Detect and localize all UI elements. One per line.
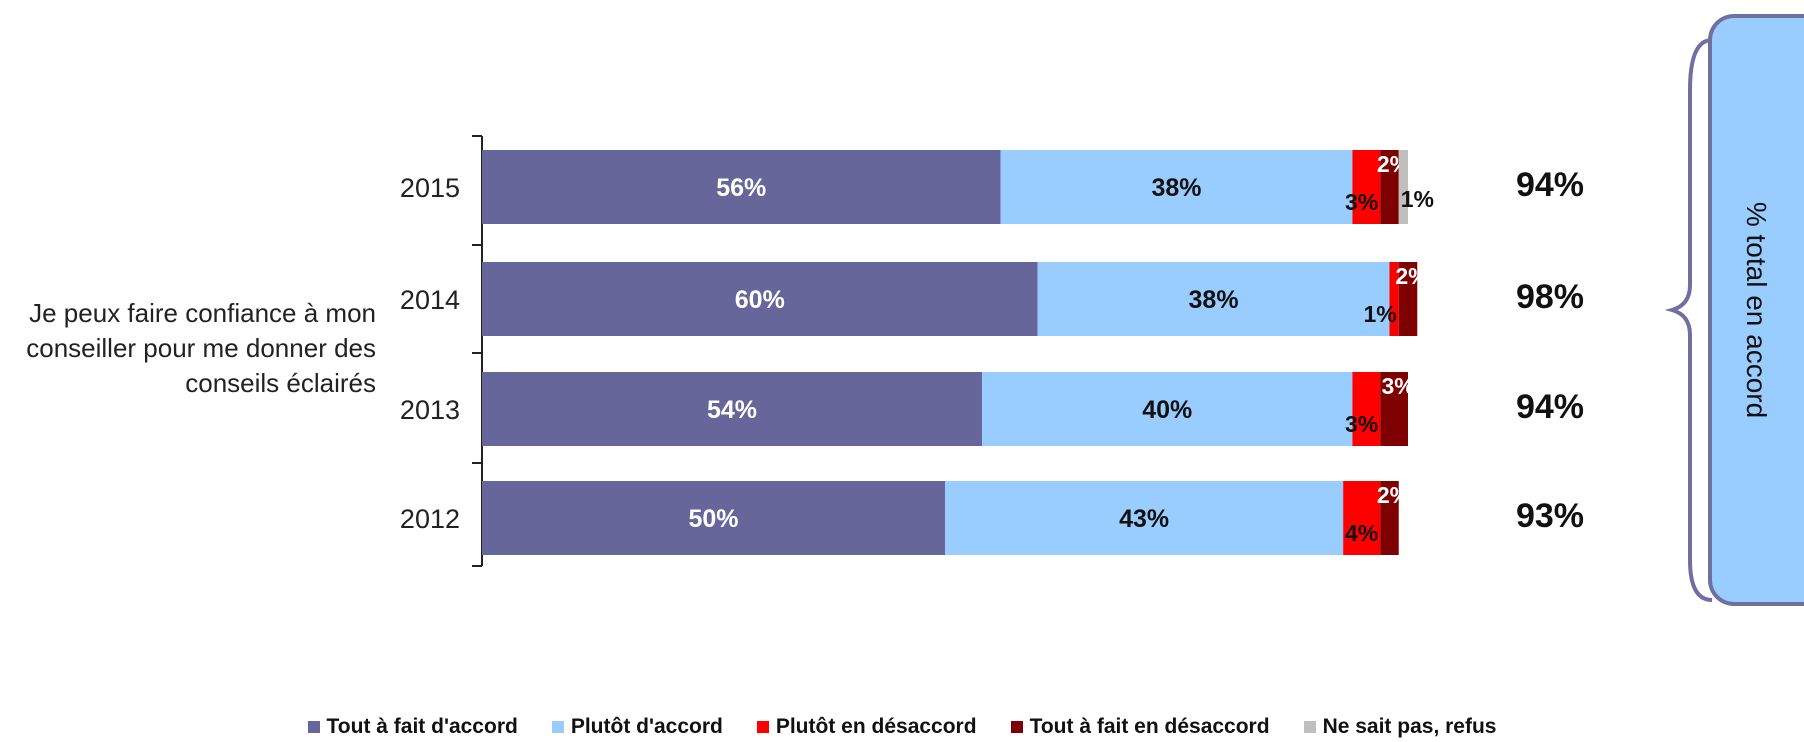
legend-swatch: [1010, 721, 1023, 733]
category-label-2013: 2013: [400, 395, 460, 425]
data-label-tout-a-fait-d-accord-2012: 50%: [688, 505, 738, 533]
legend-item-plutot-en-desaccord: Plutôt en désaccord: [756, 715, 977, 739]
data-label-tout-a-fait-en-desaccord-2013: 3%: [1381, 373, 1414, 399]
data-label-tout-a-fait-d-accord-2014: 60%: [735, 286, 785, 314]
bar-tout-a-fait-en-desaccord-2012: [1380, 481, 1399, 555]
bar-tout-a-fait-en-desaccord-2015: [1380, 150, 1399, 224]
total-agreement-2015: 94%: [1515, 166, 1585, 204]
data-label-tout-a-fait-en-desaccord-2012: 2%: [1377, 482, 1410, 508]
legend-label: Plutôt en désaccord: [775, 715, 977, 738]
total-agreement-2012: 93%: [1515, 497, 1585, 535]
legend-swatch: [1303, 721, 1316, 733]
bar-tout-a-fait-d-accord-2015: [482, 150, 1001, 224]
bar-plutot-d-accord-2012: [945, 481, 1344, 555]
bar-plutot-en-desaccord-2013: [1352, 372, 1381, 446]
bar-plutot-en-desaccord-2015: [1352, 150, 1381, 224]
bar-tout-a-fait-d-accord-2014: [482, 262, 1038, 336]
category-label-2012: 2012: [400, 504, 460, 534]
total-agreement-panel: [1708, 14, 1804, 606]
brace-shape: [1664, 38, 1713, 602]
data-label-plutot-en-desaccord-2014: 1%: [1363, 301, 1396, 327]
data-label-tout-a-fait-d-accord-2015: 56%: [716, 174, 766, 202]
category-label-2015: 2015: [400, 173, 460, 203]
total-agreement-2014: 98%: [1515, 278, 1585, 316]
legend-label: Ne sait pas, refus: [1322, 715, 1497, 738]
data-label-plutot-en-desaccord-2015: 3%: [1345, 189, 1378, 215]
bar-tout-a-fait-d-accord-2013: [482, 372, 983, 446]
bar-plutot-en-desaccord-2012: [1343, 481, 1381, 555]
chart-legend: Tout à fait d'accord Plutôt d'accord Plutô…: [0, 715, 1804, 739]
question-label: Je peux faire confiance à mon conseiller…: [26, 298, 376, 398]
legend-label: Tout à fait d'accord: [326, 715, 518, 738]
legend-label: Plutôt d'accord: [570, 715, 723, 738]
total-agreement-label-text: % total en accord: [1741, 201, 1772, 419]
legend-item-tout-a-fait-en-desaccord: Tout à fait en désaccord: [1010, 715, 1270, 739]
bar-plutot-d-accord-2013: [982, 372, 1353, 446]
data-label-tout-a-fait-en-desaccord-2014: 2%: [1395, 263, 1428, 289]
total-agreement-2013: 94%: [1515, 388, 1585, 426]
data-label-plutot-d-accord-2012: 43%: [1119, 505, 1169, 533]
data-label-plutot-d-accord-2013: 40%: [1142, 396, 1192, 424]
bar-plutot-en-desaccord-2014: [1389, 262, 1399, 336]
data-label-plutot-d-accord-2015: 38%: [1151, 174, 1201, 202]
data-label-tout-a-fait-d-accord-2013: 54%: [707, 396, 757, 424]
category-label-2014: 2014: [400, 285, 460, 315]
bar-plutot-d-accord-2015: [1000, 150, 1353, 224]
bar-ne-sait-pas-refus-2015: [1398, 150, 1408, 224]
data-label-ne-sait-pas-refus-2015: 1%: [1401, 186, 1434, 212]
data-label-plutot-en-desaccord-2013: 3%: [1345, 411, 1378, 437]
data-label-plutot-d-accord-2014: 38%: [1189, 286, 1239, 314]
legend-item-plutot-d-accord: Plutôt d'accord: [551, 715, 723, 739]
bar-tout-a-fait-d-accord-2012: [482, 481, 945, 555]
legend-swatch: [551, 721, 564, 733]
legend-item-ne-sait-pas-refus: Ne sait pas, refus: [1303, 715, 1497, 739]
bar-tout-a-fait-en-desaccord-2014: [1398, 262, 1418, 336]
legend-swatch: [307, 721, 320, 733]
data-label-plutot-en-desaccord-2012: 4%: [1345, 520, 1378, 546]
bar-tout-a-fait-en-desaccord-2013: [1380, 372, 1408, 446]
legend-swatch: [756, 721, 769, 733]
bar-plutot-d-accord-2014: [1037, 262, 1390, 336]
legend-label: Tout à fait en désaccord: [1029, 715, 1270, 738]
legend-item-tout-a-fait-d-accord: Tout à fait d'accord: [307, 715, 518, 739]
